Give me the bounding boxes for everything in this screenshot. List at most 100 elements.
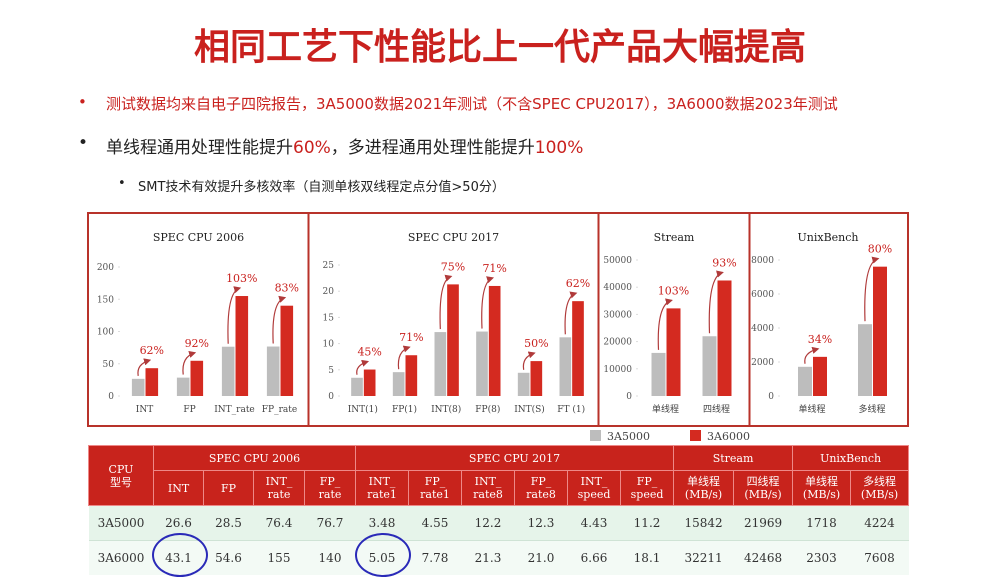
column-header: 四线程 (MB/s) bbox=[733, 470, 794, 506]
growth-label: 62% bbox=[140, 344, 164, 357]
x-tick-label: 四线程 bbox=[703, 403, 730, 415]
y-tick-label: 2000 bbox=[751, 358, 774, 368]
cell: 2303 bbox=[792, 540, 851, 575]
bar bbox=[405, 355, 418, 396]
y-tick-label: 10 bbox=[323, 340, 335, 350]
bar bbox=[572, 301, 584, 396]
x-tick-label: 多线程 bbox=[858, 403, 885, 415]
x-tick-label: FP_rate bbox=[262, 405, 297, 415]
column-header: FP bbox=[203, 470, 254, 506]
header-row: INT FP INT_ rate FP_ rate INT_ rate1 FP_ rate… bbox=[89, 470, 910, 506]
x-tick-label: FT (1) bbox=[557, 404, 585, 415]
y-tick-label: 200 bbox=[97, 263, 114, 273]
growth-label: 50% bbox=[524, 337, 548, 350]
bar bbox=[873, 266, 887, 396]
cell: 11.2 bbox=[620, 505, 674, 541]
sub-bullet: • SMT技术有效提升多核效率（自测单核双线程定点分值>50分） bbox=[118, 176, 505, 195]
bar bbox=[280, 305, 294, 396]
x-tick-label: INT_rate bbox=[214, 405, 255, 415]
growth-label: 75% bbox=[441, 260, 465, 273]
y-tick-label: 4000 bbox=[751, 324, 774, 334]
cell: 28.5 bbox=[203, 505, 254, 541]
legend-label: 3A6000 bbox=[707, 430, 750, 443]
x-tick-label: 单线程 bbox=[652, 403, 679, 415]
x-tick-label: 单线程 bbox=[798, 403, 825, 415]
column-header: INT_ rate bbox=[253, 470, 305, 506]
y-tick-label: 15 bbox=[323, 313, 335, 323]
bullet-text: SMT技术有效提升多核效率（自测单核双线程定点分值>50分） bbox=[138, 180, 505, 195]
growth-label: 92% bbox=[185, 337, 209, 350]
y-tick-label: 0 bbox=[626, 392, 632, 402]
cell: 7608 bbox=[850, 540, 909, 575]
group-header: SPEC CPU 2006 bbox=[152, 445, 357, 471]
growth-label: 80% bbox=[868, 243, 892, 256]
chart-title: SPEC CPU 2017 bbox=[408, 231, 499, 244]
slide-title: 相同工艺下性能比上一代产品大幅提高 bbox=[193, 27, 806, 68]
data-row: 3A6000 43.1 54.6 155 140 5.05 7.78 21.3 21.0 6.66… bbox=[88, 540, 909, 575]
y-tick-label: 10000 bbox=[603, 365, 632, 375]
legend-label: 3A5000 bbox=[607, 430, 650, 443]
cell: 4.43 bbox=[567, 505, 621, 541]
cell: 3.48 bbox=[355, 505, 409, 541]
bullet-text: 测试数据均来自电子四院报告，3A5000数据2021年测试（不含SPEC CPU… bbox=[106, 95, 838, 113]
column-header: 单线程 (MB/s) bbox=[673, 470, 735, 506]
column-header: FP_ rate bbox=[303, 470, 357, 506]
bar bbox=[447, 284, 459, 396]
cell: 21.3 bbox=[461, 540, 515, 575]
column-header: INT_ speed bbox=[567, 470, 622, 506]
x-tick-label: INT bbox=[136, 405, 153, 415]
cell: 6.66 bbox=[567, 540, 621, 575]
cell: 26.6 bbox=[153, 505, 204, 541]
bar bbox=[363, 369, 376, 396]
bar bbox=[559, 337, 572, 396]
y-tick-label: 0 bbox=[328, 392, 334, 402]
x-tick-label: FP(1) bbox=[392, 404, 417, 415]
y-tick-label: 0 bbox=[108, 392, 114, 402]
bar bbox=[235, 296, 249, 396]
bar bbox=[221, 346, 235, 396]
data-row: 3A5000 26.6 28.5 76.4 76.7 3.48 4.55 12.2 12.3 4.… bbox=[88, 505, 909, 541]
column-header: 多线程 (MB/s) bbox=[850, 470, 910, 506]
bullet-highlight: 60% bbox=[293, 138, 331, 158]
cell: 3A6000 bbox=[88, 540, 154, 575]
bar bbox=[131, 378, 145, 396]
growth-arrow bbox=[182, 350, 197, 375]
column-header: FP_ rate8 bbox=[514, 470, 569, 506]
growth-arrow bbox=[804, 346, 820, 364]
bullet-text: 单线程通用处理性能提升 bbox=[106, 138, 293, 158]
cell: 7.78 bbox=[408, 540, 462, 575]
growth-label: 62% bbox=[566, 277, 590, 290]
cell: 18.1 bbox=[620, 540, 674, 575]
x-tick-label: INT(1) bbox=[348, 404, 378, 415]
bar bbox=[702, 336, 717, 396]
bar bbox=[266, 346, 280, 396]
chart-title: Stream bbox=[654, 231, 695, 244]
legend-swatch bbox=[690, 430, 701, 441]
growth-arrow bbox=[481, 276, 495, 329]
cell: 4224 bbox=[850, 505, 909, 541]
highlight-circle bbox=[152, 533, 208, 577]
y-tick-label: 30000 bbox=[603, 310, 632, 320]
y-tick-label: 20000 bbox=[603, 338, 632, 348]
cell: 4.55 bbox=[408, 505, 462, 541]
growth-arrow bbox=[864, 256, 880, 322]
growth-arrow bbox=[564, 291, 578, 335]
cell: 15842 bbox=[673, 505, 734, 541]
x-tick-label: INT(8) bbox=[431, 404, 461, 415]
cell: 32211 bbox=[673, 540, 734, 575]
growth-label: 71% bbox=[482, 262, 506, 275]
bar bbox=[530, 361, 543, 396]
cell: 3A5000 bbox=[88, 505, 154, 541]
bar bbox=[476, 331, 488, 396]
y-tick-label: 50 bbox=[103, 360, 115, 370]
cell: 54.6 bbox=[203, 540, 254, 575]
legend-swatch bbox=[590, 430, 601, 441]
cell: 155 bbox=[253, 540, 305, 575]
x-tick-label: INT(S) bbox=[514, 404, 545, 415]
bar bbox=[666, 308, 681, 396]
bar bbox=[813, 356, 827, 396]
growth-arrow bbox=[708, 270, 724, 334]
group-header: SPEC CPU 2017 bbox=[355, 445, 675, 471]
cell: 12.2 bbox=[461, 505, 515, 541]
y-tick-label: 100 bbox=[97, 328, 114, 338]
